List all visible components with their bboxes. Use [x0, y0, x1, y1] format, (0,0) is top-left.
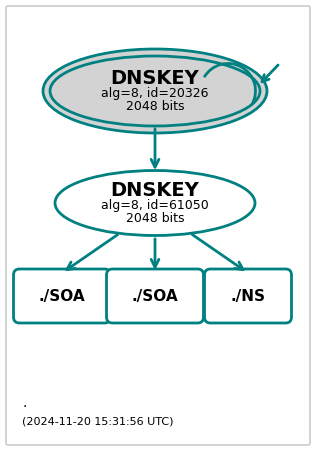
Text: ./NS: ./NS	[230, 289, 266, 304]
Text: 2048 bits: 2048 bits	[126, 212, 184, 225]
Text: ./SOA: ./SOA	[39, 289, 85, 304]
FancyBboxPatch shape	[14, 269, 111, 323]
Text: alg=8, id=20326: alg=8, id=20326	[101, 87, 209, 100]
Text: (2024-11-20 15:31:56 UTC): (2024-11-20 15:31:56 UTC)	[22, 416, 173, 426]
Text: .: .	[22, 396, 26, 410]
FancyBboxPatch shape	[6, 6, 310, 445]
Text: alg=8, id=61050: alg=8, id=61050	[101, 198, 209, 212]
Text: DNSKEY: DNSKEY	[111, 69, 199, 88]
Ellipse shape	[55, 170, 255, 235]
Text: DNSKEY: DNSKEY	[111, 181, 199, 201]
FancyBboxPatch shape	[204, 269, 292, 323]
Ellipse shape	[43, 49, 267, 133]
Text: 2048 bits: 2048 bits	[126, 100, 184, 112]
Text: ./SOA: ./SOA	[132, 289, 178, 304]
Ellipse shape	[50, 56, 260, 126]
FancyBboxPatch shape	[107, 269, 204, 323]
